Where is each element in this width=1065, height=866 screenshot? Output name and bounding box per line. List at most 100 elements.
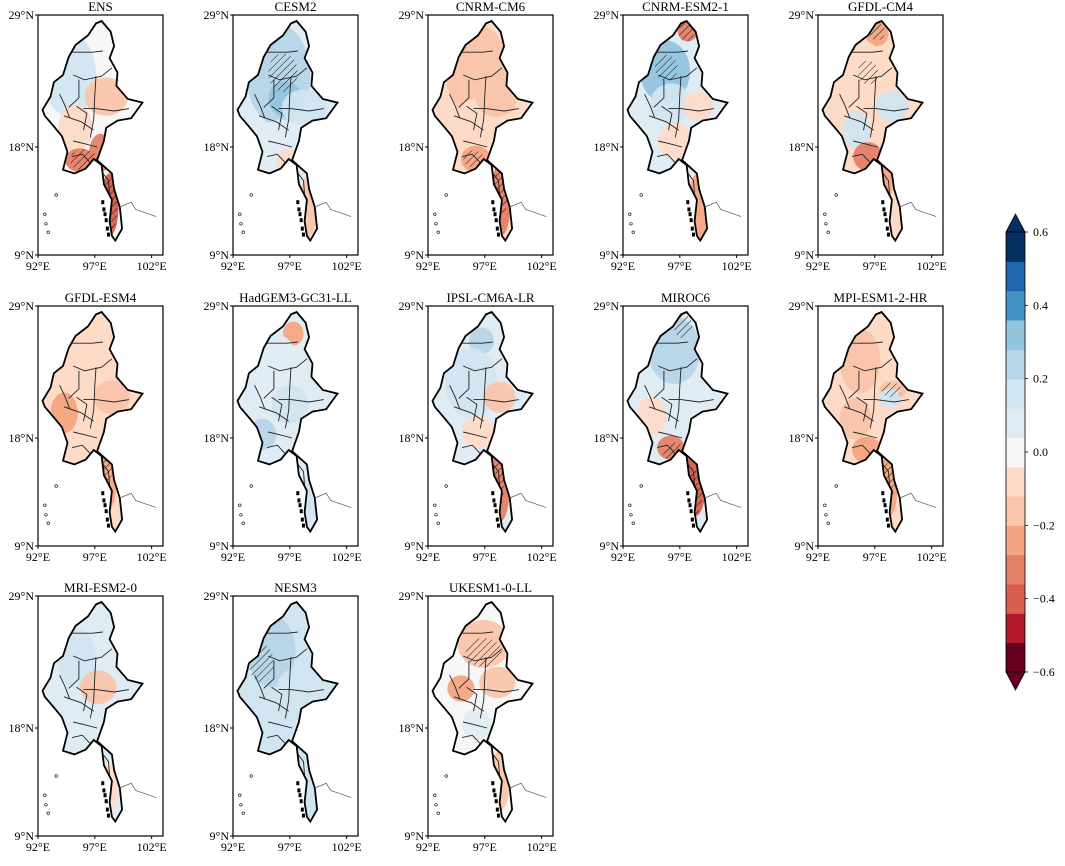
state-boundary — [267, 631, 298, 634]
state-boundary — [856, 105, 868, 131]
map-panel-mri: MRI-ESM2-0 9°N 18°N 29°N 92°E 97°E 102°E — [9, 580, 167, 854]
significance-hatch — [654, 54, 678, 81]
island — [491, 200, 495, 205]
lat-tick-label: 29°N — [204, 589, 230, 603]
island — [881, 200, 885, 205]
colorbar: 0.6 0.4 0.2 0.0 −0.2 −0.4 −0.6 — [1005, 213, 1055, 691]
state-boundary — [661, 396, 673, 422]
country-outline — [236, 19, 340, 243]
island — [492, 498, 496, 503]
lat-tick-label: 18°N — [9, 140, 35, 154]
state-boundary — [853, 431, 878, 439]
lon-tick-label: 92°E — [26, 259, 50, 273]
state-boundary — [271, 396, 283, 422]
anomaly-patch — [650, 83, 692, 125]
state-boundary — [473, 399, 519, 403]
significance-hatch — [674, 314, 693, 339]
colorbar-tick-label: 0.0 — [1033, 445, 1048, 459]
panel-title: HadGEM3-GC31-LL — [239, 290, 352, 305]
state-boundary — [463, 721, 488, 729]
island — [628, 212, 632, 216]
colorbar-extend-min — [1005, 671, 1026, 691]
island — [824, 513, 828, 517]
state-boundary — [473, 689, 519, 693]
island — [689, 218, 693, 223]
colorbar-tick-label: −0.4 — [1033, 592, 1055, 606]
island — [886, 232, 890, 237]
state-boundary — [268, 140, 293, 148]
lon-tick-label: 102°E — [527, 259, 557, 273]
island — [297, 498, 301, 503]
anomaly-patch — [839, 398, 872, 440]
island — [691, 232, 695, 237]
panel-title: MRI-ESM2-0 — [64, 580, 137, 595]
state-boundary — [463, 648, 503, 662]
state-boundary — [89, 657, 97, 719]
anomaly-patch — [462, 415, 494, 449]
island — [296, 491, 300, 496]
panel-title: ENS — [88, 0, 113, 14]
island — [249, 484, 253, 488]
island — [496, 813, 500, 818]
state-boundary — [839, 385, 851, 410]
map-panel-cesm2: CESM2 9°N 18°N 29°N 92°E 97°E 102°E — [204, 0, 362, 273]
state-boundary — [848, 370, 860, 399]
state-boundary — [73, 140, 98, 148]
state-boundary — [653, 79, 665, 108]
island — [54, 484, 58, 488]
island — [496, 523, 500, 528]
map-panel-gfdlesm4: GFDL-ESM4 9°N 18°N 29°N 92°E 97°E 102°E — [9, 290, 167, 564]
state-boundary — [271, 686, 283, 712]
state-boundary — [653, 370, 665, 399]
panel-title: MIROC6 — [661, 290, 711, 305]
state-boundary — [449, 675, 461, 700]
state-boundary — [76, 105, 88, 131]
map-panel-nesm3: NESM3 9°N 18°N 29°N 92°E 97°E 102°E — [204, 580, 362, 854]
island — [493, 503, 497, 508]
island — [101, 781, 105, 786]
state-boundary — [73, 721, 98, 729]
state-boundary — [267, 341, 298, 344]
state-boundary — [869, 367, 877, 429]
lon-tick-label: 92°E — [806, 550, 830, 564]
lat-tick-label: 9°N — [600, 539, 620, 553]
significance-hatch — [678, 22, 695, 42]
state-boundary — [83, 108, 129, 112]
lon-tick-label: 102°E — [137, 840, 167, 854]
state-boundary — [89, 76, 97, 138]
panel-title: CNRM-CM6 — [456, 0, 526, 14]
island — [826, 230, 830, 234]
island — [238, 793, 242, 797]
island — [101, 200, 105, 205]
state-boundary — [856, 396, 868, 422]
lat-tick-label: 18°N — [204, 140, 230, 154]
state-boundary — [268, 431, 293, 439]
island — [104, 799, 108, 804]
state-boundary — [89, 367, 97, 429]
lat-tick-label: 18°N — [789, 140, 815, 154]
lat-tick-label: 18°N — [399, 140, 425, 154]
island — [299, 218, 303, 223]
lon-tick-label: 92°E — [221, 259, 245, 273]
country-outline — [41, 310, 145, 534]
island — [239, 803, 243, 807]
island — [444, 774, 448, 778]
state-boundary — [658, 140, 683, 148]
state-boundary — [268, 358, 308, 372]
lon-tick-label: 92°E — [26, 550, 50, 564]
lon-tick-label: 97°E — [863, 550, 887, 564]
neighbour-coast — [314, 201, 352, 217]
state-boundary — [668, 108, 714, 112]
lon-tick-label: 97°E — [473, 259, 497, 273]
island — [883, 212, 887, 217]
state-boundary — [674, 367, 682, 429]
state-boundary — [73, 358, 113, 372]
island — [496, 232, 500, 237]
island — [106, 813, 110, 818]
significance-hatch — [248, 644, 274, 683]
island — [44, 222, 48, 226]
state-boundary — [853, 358, 893, 372]
state-boundary — [848, 79, 860, 108]
state-boundary — [83, 689, 129, 693]
lon-tick-label: 92°E — [416, 840, 440, 854]
